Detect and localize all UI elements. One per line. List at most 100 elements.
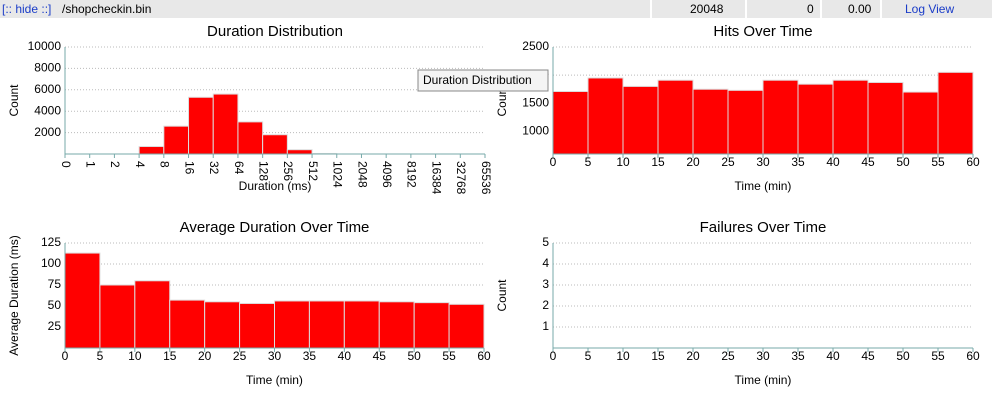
bar — [308, 300, 345, 349]
y-tick-label: 10000 — [28, 39, 62, 53]
chart-title: Average Duration Over Time — [180, 219, 370, 236]
header-bar: [:: hide ::] /shopcheckin.bin 20048 0 0.… — [0, 0, 992, 18]
chart-title: Duration Distribution — [207, 23, 343, 40]
x-tick-label: 512 — [306, 161, 320, 181]
y-axis-label: Count — [7, 84, 21, 117]
y-axis-label: Count — [495, 84, 509, 117]
x-tick-label: 55 — [442, 349, 456, 363]
x-tick-label: 45 — [861, 349, 875, 363]
x-tick-label: 0 — [59, 161, 73, 168]
x-tick-label: 55 — [931, 349, 945, 363]
x-tick-label: 15 — [163, 349, 177, 363]
separator — [650, 0, 652, 18]
y-tick-label: 125 — [41, 235, 61, 249]
bar — [212, 93, 239, 155]
y-tick-label: 2000 — [34, 125, 61, 139]
x-tick-label: 60 — [477, 349, 491, 363]
x-tick-label: 5 — [97, 349, 104, 363]
chart-title: Failures Over Time — [700, 219, 827, 236]
x-tick-label: 256 — [281, 161, 295, 181]
x-tick-label: 60 — [966, 349, 980, 363]
x-tick-label: 2 — [108, 161, 122, 168]
x-axis-label: Time (min) — [735, 179, 792, 193]
x-tick-label: 50 — [896, 349, 910, 363]
x-tick-label: 64 — [232, 161, 246, 175]
x-tick-label: 40 — [826, 155, 840, 169]
x-tick-label: 0 — [62, 349, 69, 363]
x-tick-label: 8 — [158, 161, 172, 168]
file-name: /shopcheckin.bin — [62, 2, 152, 16]
x-axis-label: Time (min) — [246, 373, 303, 387]
x-tick-label: 4 — [133, 161, 147, 168]
x-tick-label: 5 — [585, 349, 592, 363]
y-tick-label: 2 — [542, 298, 549, 312]
y-tick-label: 6000 — [34, 82, 61, 96]
separator — [745, 0, 747, 18]
x-tick-label: 30 — [756, 155, 770, 169]
x-tick-label: 50 — [896, 155, 910, 169]
bar — [902, 91, 939, 155]
x-tick-label: 30 — [756, 349, 770, 363]
x-tick-label: 50 — [407, 349, 421, 363]
x-tick-label: 16 — [182, 161, 196, 175]
bar — [867, 81, 904, 155]
x-tick-label: 20 — [686, 155, 700, 169]
hits-count: 20048 — [690, 2, 724, 16]
x-tick-label: 10 — [616, 349, 630, 363]
y-tick-label: 1 — [542, 319, 549, 333]
x-tick-label: 20 — [686, 349, 700, 363]
bar — [188, 96, 214, 155]
x-tick-label: 25 — [233, 349, 247, 363]
x-tick-label: 35 — [791, 349, 805, 363]
y-axis-label: Count — [495, 279, 509, 312]
y-tick-label: 3 — [542, 277, 549, 291]
bar — [587, 77, 624, 155]
bar — [343, 300, 380, 349]
x-tick-label: 55 — [931, 155, 945, 169]
x-tick-label: 60 — [966, 155, 980, 169]
x-tick-label: 16384 — [429, 161, 443, 195]
y-tick-label: 75 — [48, 277, 62, 291]
y-tick-label: 25 — [48, 319, 62, 333]
y-tick-label: 1000 — [522, 124, 549, 138]
y-tick-label: 2500 — [522, 39, 549, 53]
x-tick-label: 5 — [585, 155, 592, 169]
bar — [797, 83, 834, 155]
log-view-link[interactable]: Log View — [905, 2, 955, 16]
y-tick-label: 5 — [542, 235, 549, 249]
x-tick-label: 32 — [207, 161, 221, 175]
bar — [64, 252, 101, 349]
x-tick-label: 10 — [128, 349, 142, 363]
bar — [99, 284, 136, 349]
bar — [727, 89, 764, 155]
tooltip-text: Duration Distribution — [423, 73, 532, 87]
bar — [237, 121, 264, 155]
y-tick-label: 1500 — [522, 95, 549, 109]
y-axis-label: Average Duration (ms) — [7, 235, 21, 356]
x-tick-label: 25 — [721, 155, 735, 169]
bar — [274, 300, 310, 349]
x-tick-label: 1 — [84, 161, 98, 168]
tooltip-box — [417, 69, 549, 92]
y-tick-label: 50 — [48, 298, 62, 312]
x-tick-label: 8192 — [405, 161, 419, 188]
x-tick-label: 10 — [616, 155, 630, 169]
bar — [832, 79, 869, 155]
bar — [762, 79, 799, 155]
bar — [622, 85, 659, 155]
x-axis-label: Time (min) — [735, 373, 792, 387]
bar — [262, 134, 288, 155]
y-tick-label: 8000 — [34, 61, 61, 75]
x-tick-label: 20 — [198, 349, 212, 363]
bar — [204, 301, 241, 349]
x-tick-label: 35 — [303, 349, 317, 363]
bar — [286, 149, 313, 155]
x-tick-label: 15 — [651, 349, 665, 363]
x-tick-label: 30 — [268, 349, 282, 363]
bar — [692, 88, 729, 155]
y-tick-label: 4 — [542, 256, 549, 270]
hide-link[interactable]: [:: hide ::] — [2, 2, 52, 16]
separator — [880, 0, 882, 18]
bar — [163, 125, 190, 155]
x-tick-label: 0 — [550, 349, 557, 363]
